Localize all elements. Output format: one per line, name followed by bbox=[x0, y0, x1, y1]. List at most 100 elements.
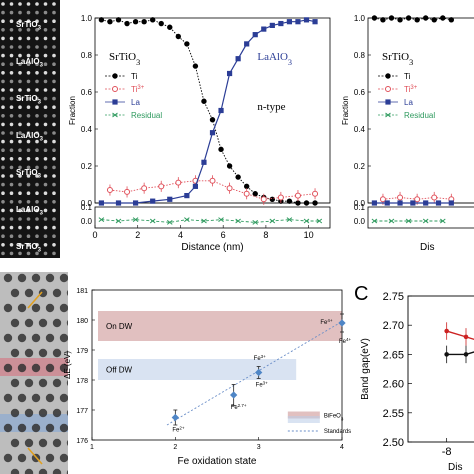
data-point bbox=[98, 200, 105, 206]
atom-column bbox=[26, 79, 31, 84]
x-tick-label: -8 bbox=[442, 446, 452, 458]
lattice-atom bbox=[66, 290, 68, 296]
atom-column bbox=[43, 96, 48, 101]
layer-annotation-right: LaAlO3 bbox=[257, 51, 292, 67]
atom-column bbox=[35, 234, 39, 238]
data-point bbox=[303, 200, 310, 206]
atom-column bbox=[26, 10, 31, 15]
data-point bbox=[243, 190, 250, 197]
lattice-atom bbox=[59, 303, 68, 313]
atom-column bbox=[18, 208, 22, 213]
plot-frame bbox=[91, 289, 343, 441]
atom-column bbox=[43, 10, 48, 15]
atom-column bbox=[1, 19, 5, 24]
lattice-atom bbox=[59, 273, 68, 283]
data-point bbox=[218, 146, 224, 153]
atom-column bbox=[35, 2, 39, 6]
atom-column bbox=[43, 174, 48, 178]
data-point bbox=[278, 20, 284, 27]
data-point bbox=[410, 200, 416, 206]
lattice-atom bbox=[66, 320, 68, 326]
lattice-atom bbox=[45, 393, 55, 403]
band-off-dw bbox=[98, 359, 297, 380]
data-point bbox=[184, 217, 190, 222]
legend-entry: Ti3+ bbox=[131, 85, 145, 94]
data-point bbox=[379, 196, 386, 203]
legend-marker bbox=[385, 86, 391, 92]
data-point bbox=[106, 187, 113, 194]
atom-column bbox=[26, 243, 31, 247]
residual-frame bbox=[94, 206, 331, 229]
atom-column bbox=[43, 2, 48, 6]
atom-column bbox=[35, 71, 39, 75]
atom-column bbox=[26, 2, 31, 6]
atom-column bbox=[9, 174, 14, 178]
layer-annotation-left: SrTiO3 bbox=[382, 51, 413, 67]
data-point bbox=[235, 174, 241, 180]
y-axis-label: Fraction bbox=[341, 96, 350, 125]
lattice-atom bbox=[59, 423, 68, 433]
atom-column bbox=[9, 96, 14, 101]
standard-point bbox=[171, 413, 180, 422]
atom-column bbox=[43, 122, 48, 127]
lattice-atom bbox=[10, 468, 20, 474]
data-point bbox=[397, 17, 403, 23]
lattice-atom bbox=[24, 378, 34, 388]
band-gap-chart: 2.502.552.602.652.702.75-8-6-4DisBand ga… bbox=[360, 291, 474, 473]
atom-column bbox=[35, 19, 39, 24]
atom-column bbox=[43, 139, 48, 144]
x-tick-label: 2 bbox=[135, 230, 140, 240]
y-tick-label: 2.55 bbox=[383, 408, 404, 420]
atom-column bbox=[26, 234, 31, 238]
data-point bbox=[243, 183, 250, 190]
y-tick-label: 0.2 bbox=[81, 162, 93, 171]
atom-column bbox=[18, 36, 22, 41]
data-point bbox=[260, 196, 267, 203]
atom-column bbox=[52, 10, 56, 15]
atom-column bbox=[52, 251, 56, 256]
atom-column bbox=[18, 234, 22, 238]
data-point bbox=[371, 200, 378, 206]
atom-column bbox=[1, 208, 5, 213]
data-point bbox=[115, 200, 122, 206]
atom-column bbox=[1, 79, 5, 84]
atom-column bbox=[35, 10, 39, 15]
residual-y-tick-label: 0.1 bbox=[81, 203, 93, 212]
atom-column bbox=[9, 45, 14, 49]
data-point bbox=[380, 17, 386, 23]
data-point bbox=[444, 352, 449, 357]
lattice-atom bbox=[17, 423, 27, 433]
atom-column bbox=[18, 217, 22, 221]
legend-marker bbox=[385, 112, 391, 118]
series-line-ti bbox=[374, 17, 452, 21]
atom-column bbox=[9, 208, 14, 213]
lattice-atom bbox=[17, 453, 27, 463]
atom-column bbox=[1, 200, 5, 204]
y-tick-label: 2.50 bbox=[383, 437, 404, 449]
data-point bbox=[439, 218, 446, 224]
data-point bbox=[422, 15, 429, 21]
fe-oxidation-chart: On DW Off DW 176 177 178 179 180 181 1 2 3 4 Fe oxid… bbox=[63, 288, 352, 467]
atom-column bbox=[18, 28, 22, 32]
lattice-atom bbox=[45, 453, 55, 463]
atom-column bbox=[9, 131, 14, 135]
polarization-arrow bbox=[27, 447, 43, 465]
legend-entry: Residual bbox=[404, 111, 435, 120]
layer-annotation-left: SrTiO3 bbox=[109, 51, 140, 67]
data-point bbox=[431, 17, 437, 23]
atom-column bbox=[1, 10, 5, 15]
data-point bbox=[286, 19, 293, 25]
atom-column bbox=[52, 105, 56, 109]
data-point bbox=[235, 56, 241, 62]
atom-column bbox=[1, 114, 5, 118]
data-point bbox=[269, 196, 276, 202]
data-point bbox=[371, 218, 378, 224]
lattice-atom bbox=[52, 288, 62, 298]
atom-column bbox=[18, 148, 22, 152]
atom-column bbox=[9, 36, 14, 41]
data-point bbox=[286, 217, 293, 222]
data-point bbox=[115, 218, 122, 224]
data-point bbox=[201, 98, 207, 104]
legend-entry: Residual bbox=[131, 111, 162, 120]
data-point bbox=[435, 200, 442, 206]
